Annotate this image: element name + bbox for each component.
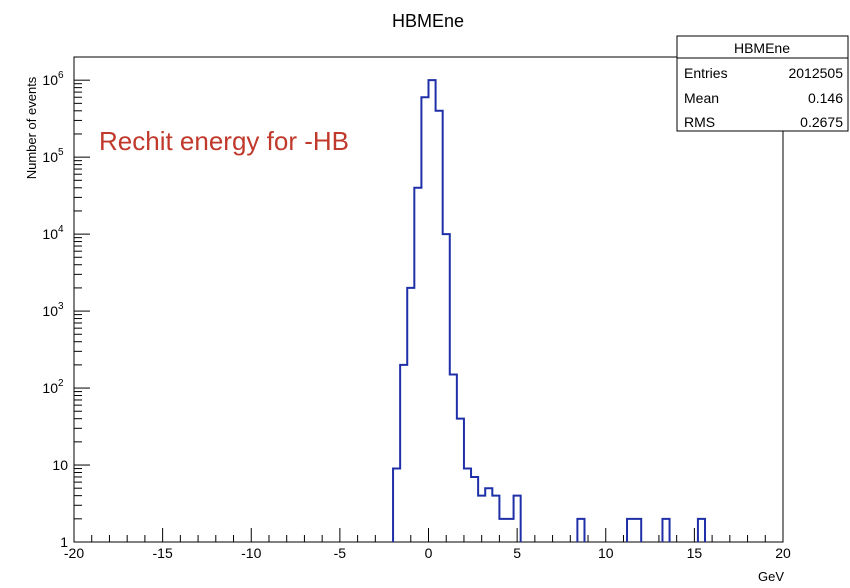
stats-box-title: HBMEne — [734, 40, 790, 56]
histogram-bin — [506, 519, 513, 542]
histogram-bin — [464, 469, 471, 542]
histogram-bin — [407, 288, 414, 542]
histogram-bin — [485, 488, 492, 542]
histogram-bin — [400, 365, 407, 542]
histogram-bin — [443, 234, 450, 542]
histogram-bin — [577, 519, 584, 542]
y-tick-exponent: 4 — [58, 224, 64, 235]
x-axis-label: GeV — [758, 569, 784, 584]
stats-mean-value: 0.146 — [808, 90, 843, 106]
y-tick-exponent: 6 — [58, 70, 64, 81]
stats-entries-label: Entries — [684, 65, 728, 81]
histogram-bin — [429, 80, 436, 542]
x-axis: -20 -15 -10 -5 0 5 10 15 20 — [64, 528, 791, 561]
histogram-bin — [492, 496, 499, 542]
stats-mean-label: Mean — [684, 90, 719, 106]
y-tick-label: 10 — [52, 457, 68, 473]
y-tick-label: 10 — [42, 303, 58, 319]
histogram-bin — [436, 111, 443, 542]
x-tick-label: 0 — [425, 545, 433, 561]
y-tick-exponent: 5 — [58, 147, 64, 158]
y-tick-label: 10 — [42, 226, 58, 242]
annotation-text: Rechit energy for -HB — [99, 126, 349, 156]
histogram-bin — [414, 188, 421, 542]
x-tick-label: 5 — [513, 545, 521, 561]
histogram-bin — [450, 375, 457, 542]
x-tick-label: 15 — [687, 545, 703, 561]
x-tick-label: -20 — [64, 545, 84, 561]
stats-entries-value: 2012505 — [788, 65, 843, 81]
histogram-bin — [471, 477, 478, 542]
y-tick-exponent: 2 — [58, 378, 64, 389]
stats-rms-value: 0.2675 — [800, 114, 843, 130]
y-tick-label: 10 — [42, 72, 58, 88]
histogram-line — [392, 79, 707, 542]
x-tick-label: -5 — [334, 545, 347, 561]
histogram-bin — [514, 496, 521, 542]
x-tick-label: -15 — [153, 545, 173, 561]
x-tick-label: -10 — [241, 545, 261, 561]
x-tick-label: 20 — [775, 545, 791, 561]
histogram-bin — [499, 519, 506, 542]
histogram-bin — [457, 419, 464, 542]
histogram-bin — [698, 519, 705, 542]
stats-box: HBMEne Entries 2012505 Mean 0.146 RMS 0.… — [676, 35, 849, 132]
y-axis-label: Number of events — [24, 76, 39, 179]
histogram-bin — [634, 519, 641, 542]
histogram-bins — [393, 80, 705, 542]
histogram-bin — [478, 496, 485, 542]
y-tick-label: 1 — [60, 534, 68, 550]
y-tick-label: 10 — [42, 149, 58, 165]
histogram-bin — [393, 469, 400, 542]
stats-rms-label: RMS — [684, 114, 715, 130]
y-tick-label: 10 — [42, 380, 58, 396]
y-tick-exponent: 3 — [58, 301, 64, 312]
y-axis-label-group: Number of events — [24, 76, 39, 179]
chart-title: HBMEne — [392, 11, 464, 31]
histogram-bin — [662, 519, 669, 542]
histogram-bin — [627, 519, 634, 542]
x-tick-label: 10 — [598, 545, 614, 561]
histogram-bin — [421, 97, 428, 542]
